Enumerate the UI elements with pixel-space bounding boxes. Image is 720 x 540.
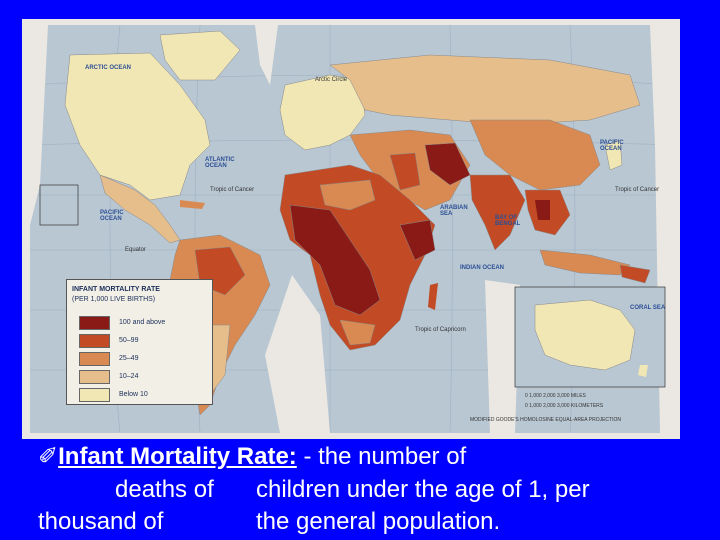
caption-line-3b: the general population. — [256, 508, 501, 535]
caption-line1-rest: - the number of — [296, 443, 467, 470]
label-bay-of-bengal: BAY OF BENGAL — [495, 215, 521, 227]
caption-line-2a: deaths of — [115, 476, 214, 503]
legend-row: 50–99 — [79, 333, 139, 348]
label-pacific-ocean-west: PACIFIC OCEAN — [100, 210, 124, 222]
legend-subtitle: (PER 1,000 LIVE BIRTHS) — [72, 296, 156, 303]
legend-label: 50–99 — [119, 337, 139, 344]
projection-note: MODIFIED GOODE'S HOMOLOSINE EQUAL-AREA P… — [470, 417, 621, 423]
caption-line-1: ✐Infant Mortality Rate: - the number of — [38, 443, 466, 471]
legend-row: 10–24 — [79, 369, 139, 384]
legend-row: 100 and above — [79, 315, 166, 330]
legend-label: 100 and above — [119, 319, 166, 326]
pencil-icon: ✐ — [38, 443, 59, 470]
label-tropic-capricorn: Tropic of Capricorn — [415, 327, 466, 333]
label-tropic-cancer-east: Tropic of Cancer — [615, 187, 660, 193]
label-atlantic-ocean: ATLANTIC OCEAN — [205, 157, 235, 169]
caption-term: Infant Mortality Rate: — [58, 443, 297, 470]
legend-swatch — [79, 369, 110, 384]
label-tropic-cancer-west: Tropic of Cancer — [210, 187, 255, 193]
map-legend: INFANT MORTALITY RATE (PER 1,000 LIVE BI… — [66, 279, 213, 405]
legend-swatch — [79, 351, 110, 366]
scale-kilometers: 0 1,000 2,000 3,000 KILOMETERS — [525, 403, 604, 409]
legend-swatch — [79, 315, 110, 330]
legend-swatch — [79, 333, 110, 348]
label-arctic-ocean: ARCTIC OCEAN — [85, 65, 131, 71]
caption-line-3a: thousand of — [38, 508, 164, 535]
label-arctic-circle: Arctic Circle — [315, 77, 348, 83]
legend-label: Below 10 — [119, 391, 148, 398]
scale-miles: 0 1,000 2,000 3,000 MILES — [525, 393, 586, 399]
label-pacific-ocean-east: PACIFIC OCEAN — [600, 140, 624, 152]
map-graphic — [30, 25, 675, 433]
label-arabian-sea: ARABIAN SEA — [440, 205, 468, 217]
legend-label: 10–24 — [119, 373, 139, 380]
legend-row: 25–49 — [79, 351, 139, 366]
label-equator: Equator — [125, 247, 147, 253]
legend-swatch — [79, 387, 110, 402]
legend-row: Below 10 — [79, 387, 148, 402]
label-indian-ocean: INDIAN OCEAN — [460, 265, 505, 271]
world-map: ARCTIC OCEAN ATLANTIC OCEAN PACIFIC OCEA… — [30, 25, 675, 433]
label-coral-sea: CORAL SEA — [630, 305, 666, 311]
caption-line-2b: children under the age of 1, per — [256, 476, 590, 503]
legend-title: INFANT MORTALITY RATE — [72, 286, 160, 293]
legend-label: 25–49 — [119, 355, 139, 362]
